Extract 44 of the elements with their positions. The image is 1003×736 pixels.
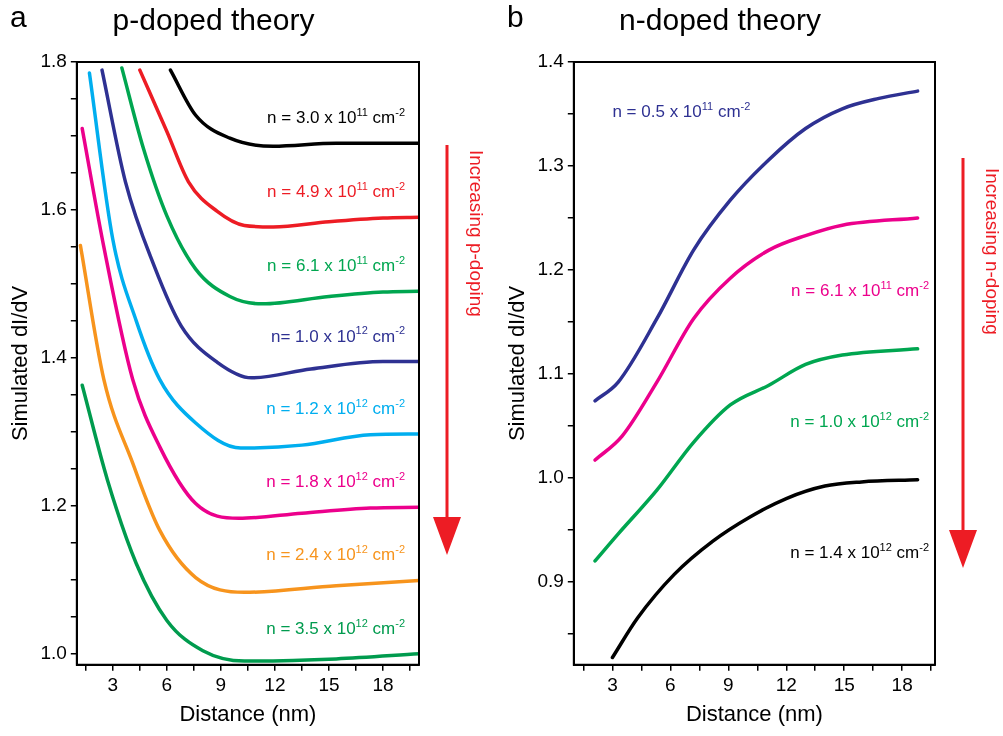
y-tick-label: 1.2	[537, 258, 564, 280]
x-axis-title: Distance (nm)	[685, 700, 823, 726]
chart-title: n-doped theory	[619, 3, 821, 37]
y-tick-label: 1.8	[40, 50, 67, 72]
y-tick-label: 1.0	[537, 465, 564, 487]
line-series	[138, 68, 419, 229]
x-tick-label: 9	[723, 674, 734, 696]
line-series	[593, 216, 920, 462]
chart-title: p-doped theory	[112, 3, 315, 37]
y-tick-label: 1.6	[40, 198, 67, 220]
x-axis-title: Distance (nm)	[179, 700, 317, 726]
line-series	[80, 126, 419, 521]
line-series	[610, 478, 920, 660]
y-tick-label: 1.1	[537, 362, 564, 384]
line-series	[87, 71, 419, 450]
y-axis-title: Simulated dI/dV	[7, 285, 33, 442]
x-tick-label: 6	[665, 674, 676, 696]
line-series	[593, 89, 920, 403]
x-tick-label: 12	[775, 674, 797, 696]
text: Increasing p-doping	[465, 150, 487, 317]
x-tick-label: 9	[215, 674, 227, 696]
x-tick-label: 6	[161, 674, 173, 696]
y-tick-label: 1.0	[40, 641, 67, 663]
text: a	[10, 0, 27, 34]
text: Increasing n-doping	[981, 168, 1003, 335]
line-series	[78, 243, 419, 595]
y-tick-label: 1.2	[40, 494, 67, 516]
x-tick-label: 15	[318, 674, 340, 696]
y-tick-label: 1.3	[537, 154, 564, 176]
line-series	[593, 347, 920, 563]
x-tick-label: 18	[372, 674, 394, 696]
line-series	[120, 66, 419, 306]
line-series	[100, 68, 419, 380]
x-tick-label: 12	[264, 674, 286, 696]
text: b	[507, 0, 524, 34]
y-axis-title: Simulated dI/dV	[504, 285, 530, 442]
y-tick-label: 0.9	[537, 569, 564, 591]
x-tick-label: 15	[833, 674, 855, 696]
y-tick-label: 1.4	[537, 50, 565, 72]
y-tick-label: 1.4	[40, 346, 68, 368]
x-tick-label: 3	[107, 674, 119, 696]
x-tick-label: 18	[891, 674, 913, 696]
line-series	[80, 383, 419, 663]
x-tick-label: 3	[607, 674, 618, 696]
